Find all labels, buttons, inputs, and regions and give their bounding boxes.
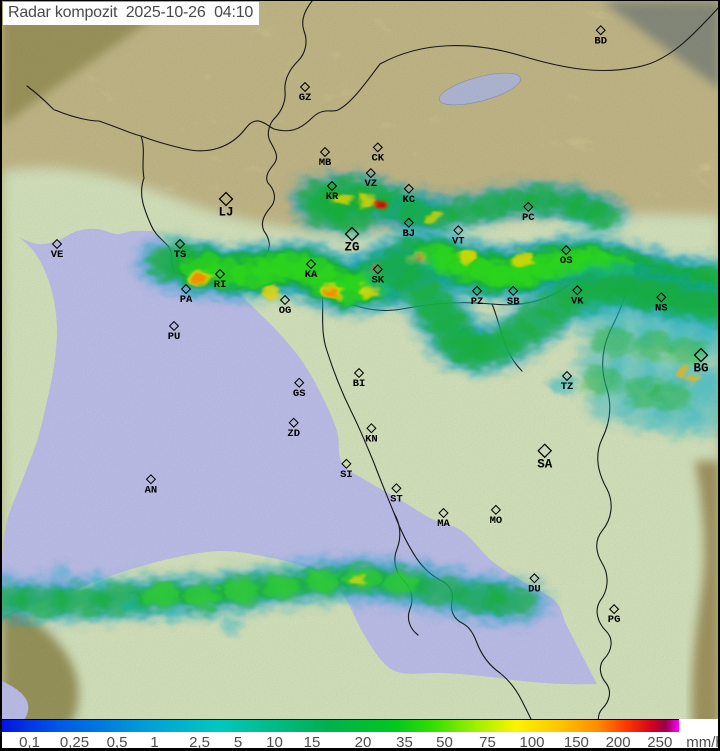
svg-text:MA: MA	[437, 518, 450, 530]
svg-text:TZ: TZ	[561, 381, 574, 393]
svg-text:BG: BG	[693, 362, 708, 376]
svg-text:PG: PG	[608, 614, 621, 626]
svg-text:TS: TS	[174, 249, 187, 261]
svg-text:LJ: LJ	[218, 206, 233, 220]
svg-text:RI: RI	[214, 279, 227, 291]
svg-text:KC: KC	[402, 194, 415, 206]
svg-text:VE: VE	[51, 249, 64, 261]
svg-text:OG: OG	[279, 305, 292, 317]
svg-text:KN: KN	[365, 433, 378, 445]
svg-text:MB: MB	[319, 157, 332, 169]
svg-text:VT: VT	[452, 235, 465, 247]
svg-text:ZG: ZG	[344, 241, 359, 255]
svg-text:AN: AN	[145, 484, 158, 496]
svg-text:SI: SI	[340, 469, 353, 481]
svg-text:KA: KA	[305, 269, 318, 281]
svg-text:KR: KR	[326, 191, 339, 203]
svg-text:SK: SK	[371, 274, 384, 286]
svg-text:BD: BD	[594, 35, 607, 47]
svg-text:PU: PU	[168, 331, 181, 343]
svg-text:GZ: GZ	[299, 92, 312, 104]
svg-text:PA: PA	[180, 294, 193, 306]
svg-text:ST: ST	[390, 493, 403, 505]
svg-text:SB: SB	[507, 296, 520, 308]
svg-text:PC: PC	[522, 212, 535, 224]
svg-text:BI: BI	[353, 378, 366, 390]
svg-text:MO: MO	[490, 515, 503, 527]
svg-text:CK: CK	[371, 153, 384, 165]
svg-text:VK: VK	[571, 295, 584, 307]
svg-text:VZ: VZ	[364, 178, 377, 190]
svg-text:OS: OS	[560, 255, 573, 267]
svg-text:BJ: BJ	[402, 228, 415, 240]
svg-text:SA: SA	[537, 457, 553, 471]
svg-text:PZ: PZ	[471, 296, 484, 308]
svg-text:ZD: ZD	[287, 428, 300, 440]
svg-text:GS: GS	[293, 388, 306, 400]
svg-text:NS: NS	[655, 302, 668, 314]
svg-text:DU: DU	[528, 583, 541, 595]
